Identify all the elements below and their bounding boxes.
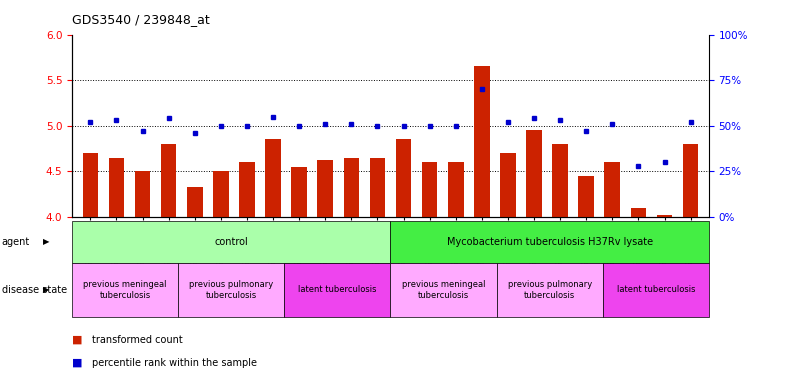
Text: latent tuberculosis: latent tuberculosis xyxy=(298,285,376,295)
Text: ■: ■ xyxy=(72,335,83,345)
Bar xyxy=(474,66,489,217)
Bar xyxy=(83,153,99,217)
Bar xyxy=(526,130,541,217)
Text: latent tuberculosis: latent tuberculosis xyxy=(617,285,695,295)
Bar xyxy=(396,139,412,217)
Text: percentile rank within the sample: percentile rank within the sample xyxy=(92,358,257,368)
Bar xyxy=(265,139,281,217)
Bar xyxy=(109,158,124,217)
Bar xyxy=(682,144,698,217)
Bar xyxy=(578,176,594,217)
Bar xyxy=(605,162,620,217)
Text: ▶: ▶ xyxy=(43,285,50,295)
Bar xyxy=(657,215,672,217)
Text: control: control xyxy=(215,237,248,247)
Bar xyxy=(448,162,464,217)
Bar xyxy=(187,187,203,217)
Bar xyxy=(239,162,255,217)
Text: disease state: disease state xyxy=(2,285,66,295)
Bar xyxy=(161,144,176,217)
Bar xyxy=(553,144,568,217)
Text: ▶: ▶ xyxy=(43,237,50,247)
Bar xyxy=(630,208,646,217)
Bar xyxy=(135,171,151,217)
Text: ■: ■ xyxy=(72,358,83,368)
Text: transformed count: transformed count xyxy=(92,335,183,345)
Bar xyxy=(344,158,359,217)
Text: GDS3540 / 239848_at: GDS3540 / 239848_at xyxy=(72,13,210,26)
Bar xyxy=(317,161,333,217)
Bar xyxy=(213,171,228,217)
Bar xyxy=(369,158,385,217)
Text: previous pulmonary
tuberculosis: previous pulmonary tuberculosis xyxy=(508,280,592,300)
Bar xyxy=(422,162,437,217)
Text: previous meningeal
tuberculosis: previous meningeal tuberculosis xyxy=(83,280,167,300)
Text: previous pulmonary
tuberculosis: previous pulmonary tuberculosis xyxy=(189,280,273,300)
Text: agent: agent xyxy=(2,237,30,247)
Text: previous meningeal
tuberculosis: previous meningeal tuberculosis xyxy=(402,280,485,300)
Bar xyxy=(500,153,516,217)
Text: Mycobacterium tuberculosis H37Rv lysate: Mycobacterium tuberculosis H37Rv lysate xyxy=(447,237,653,247)
Bar xyxy=(292,167,307,217)
